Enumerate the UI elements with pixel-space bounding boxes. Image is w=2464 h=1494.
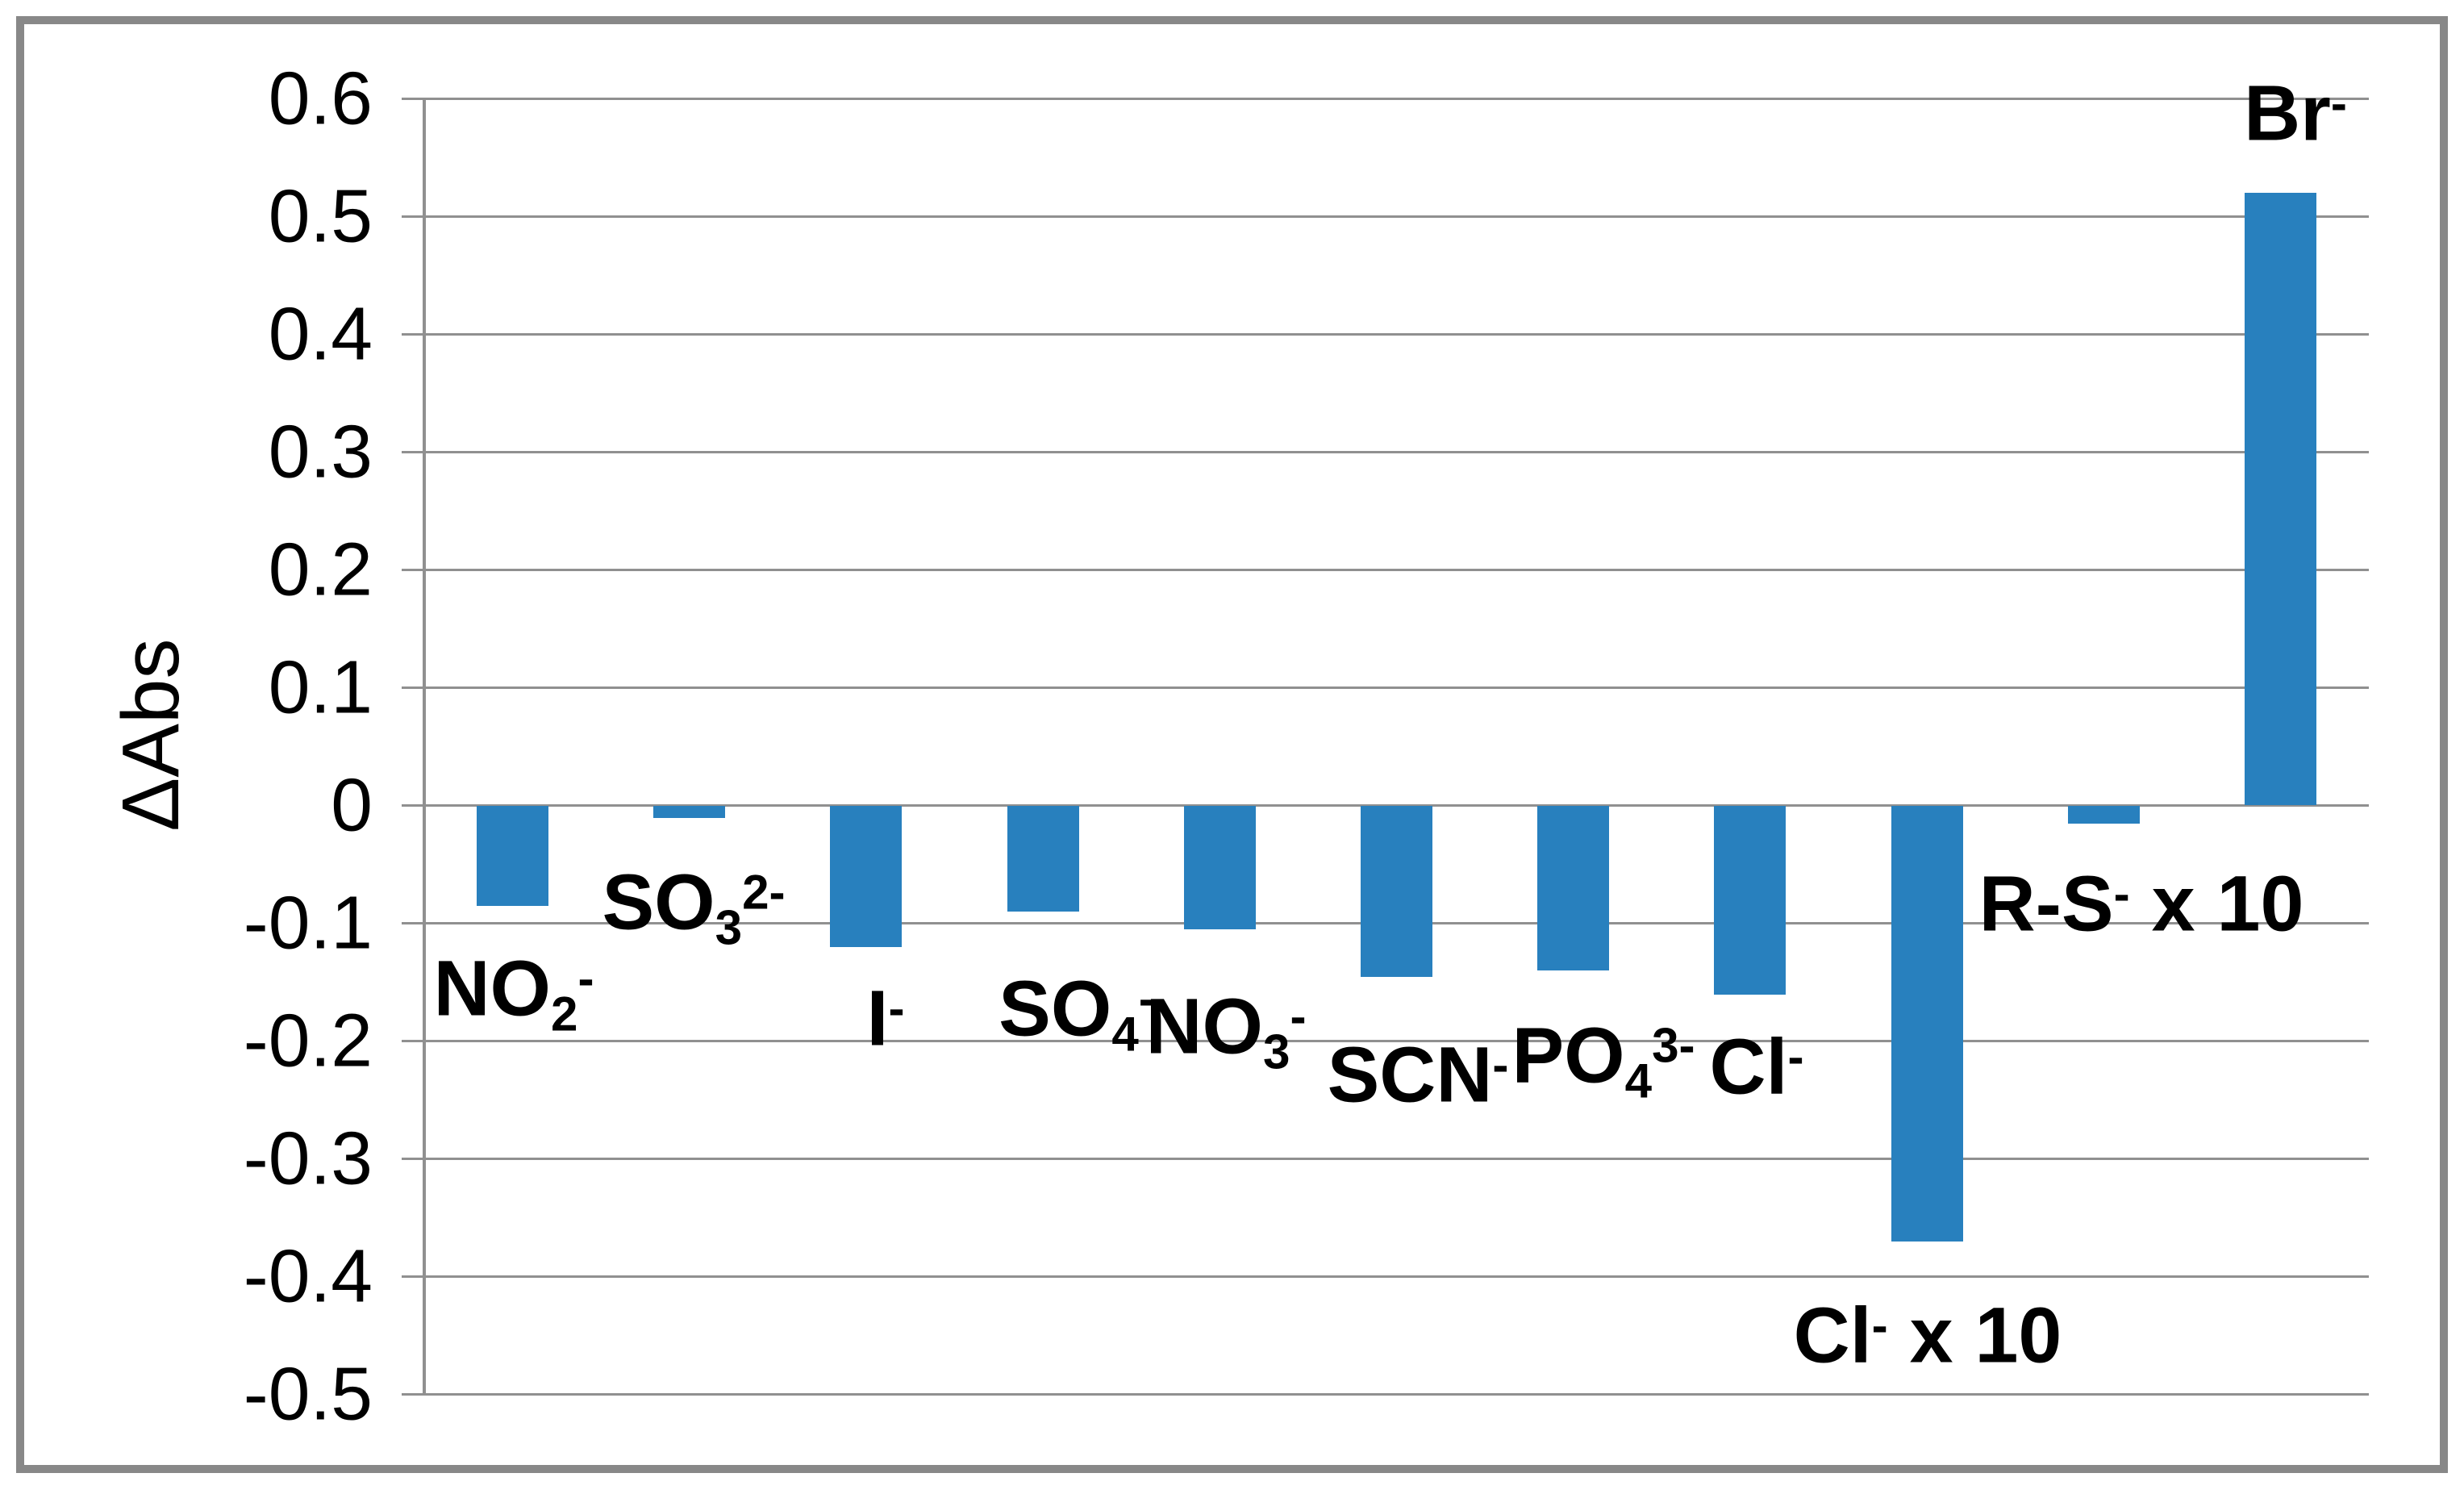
category-label-sup: - xyxy=(1138,971,1155,1026)
category-label-text: I xyxy=(866,974,889,1062)
y-tick-mark xyxy=(402,922,424,924)
category-label-sup: - xyxy=(888,981,905,1036)
category-label-text: x 10 xyxy=(2129,859,2304,948)
y-tick-label: 0.6 xyxy=(268,56,373,140)
category-label-no2: NO2- xyxy=(434,949,594,1039)
category-label-sup: - xyxy=(1787,1029,1804,1084)
gridline xyxy=(424,1158,2369,1160)
bar-r-s-x-10 xyxy=(2067,806,2140,824)
category-label-text: NO xyxy=(433,944,552,1033)
y-tick-label: 0 xyxy=(331,762,373,847)
y-tick-mark xyxy=(402,1393,424,1396)
category-label-sup: - xyxy=(1290,989,1307,1044)
category-label-sup: - xyxy=(2330,76,2347,131)
category-label-no3: NO3- xyxy=(1146,987,1307,1077)
y-tick-label: 0.3 xyxy=(268,409,373,494)
category-label-text: SO xyxy=(602,858,715,946)
category-label-text: Cl xyxy=(1709,1022,1788,1111)
category-label-text: Cl xyxy=(1793,1291,1872,1379)
y-tick-mark xyxy=(402,1158,424,1160)
y-tick-mark xyxy=(402,451,424,453)
y-tick-label: 0.4 xyxy=(268,291,373,376)
category-label-text: R-S xyxy=(1978,859,2114,948)
gridline xyxy=(424,569,2369,571)
bar-po4-3 xyxy=(1537,806,1610,971)
gridline xyxy=(424,333,2369,336)
category-label-po4-3: PO43- xyxy=(1511,1016,1695,1106)
y-tick-label: -0.3 xyxy=(243,1116,373,1200)
gridline xyxy=(424,215,2369,218)
gridline xyxy=(424,1275,2369,1278)
bar-so3-2 xyxy=(653,806,726,818)
category-label-sub: 3 xyxy=(1263,1025,1290,1079)
category-label-text: x 10 xyxy=(1887,1291,2062,1379)
bar-cl xyxy=(1714,806,1787,995)
gridline xyxy=(424,804,2369,807)
category-label-sup: - xyxy=(1492,1037,1509,1092)
category-label-sub: 2 xyxy=(551,987,578,1041)
category-label-text: SO xyxy=(999,964,1112,1053)
y-tick-label: 0.1 xyxy=(268,645,373,729)
category-label-r-s-x-10: R-S- x 10 xyxy=(1979,865,2304,943)
category-label-br: Br- xyxy=(2244,74,2347,152)
bar-scn xyxy=(1361,806,1432,977)
category-label-cl: Cl- xyxy=(1709,1028,1803,1106)
gridline xyxy=(424,1393,2369,1396)
category-label-sup: - xyxy=(577,951,594,1006)
y-tick-mark xyxy=(402,98,424,100)
category-label-text: PO xyxy=(1511,1011,1625,1100)
bar-i xyxy=(830,806,903,948)
y-tick-mark xyxy=(402,215,424,218)
y-tick-mark xyxy=(402,569,424,571)
gridline xyxy=(424,1040,2369,1042)
gridline xyxy=(424,686,2369,689)
y-tick-label: 0.2 xyxy=(268,527,373,611)
bar-so4 xyxy=(1007,806,1079,912)
y-tick-mark xyxy=(402,686,424,689)
category-label-sup: 2- xyxy=(742,865,786,920)
category-label-so3-2: SO32- xyxy=(602,863,786,953)
y-tick-mark xyxy=(402,333,424,336)
gridline xyxy=(424,451,2369,453)
y-tick-mark xyxy=(402,1275,424,1278)
y-tick-label: 0.5 xyxy=(268,173,373,258)
y-tick-label: -0.2 xyxy=(243,998,373,1083)
y-tick-label: -0.5 xyxy=(243,1351,373,1436)
bar-cl-x-10 xyxy=(1891,806,1963,1242)
category-label-cl-x-10: Cl- x 10 xyxy=(1794,1296,2062,1375)
bar-no2 xyxy=(477,806,549,907)
y-tick-label: -0.1 xyxy=(243,880,373,965)
category-label-scn: SCN- xyxy=(1328,1036,1509,1114)
bar-no3 xyxy=(1183,806,1256,930)
category-label-sup: - xyxy=(1871,1298,1888,1353)
category-label-text: NO xyxy=(1145,982,1264,1070)
y-tick-mark xyxy=(402,1040,424,1042)
category-label-sub: 3 xyxy=(715,900,743,955)
y-axis-line xyxy=(423,98,426,1394)
figure-frame xyxy=(16,16,2448,1473)
category-label-sub: 4 xyxy=(1624,1054,1653,1108)
category-label-sup: - xyxy=(2113,866,2130,921)
bar-br xyxy=(2244,192,2316,805)
gridline xyxy=(424,98,2369,100)
y-tick-label: -0.4 xyxy=(243,1233,373,1318)
category-label-text: Br xyxy=(2244,69,2331,157)
category-label-sub: 4 xyxy=(1111,1007,1139,1062)
category-label-i: I- xyxy=(867,979,905,1058)
category-label-text: SCN xyxy=(1327,1030,1493,1119)
category-label-so4: SO4- xyxy=(999,970,1155,1059)
y-tick-mark xyxy=(402,804,424,807)
category-label-sup: 3- xyxy=(1652,1018,1695,1073)
